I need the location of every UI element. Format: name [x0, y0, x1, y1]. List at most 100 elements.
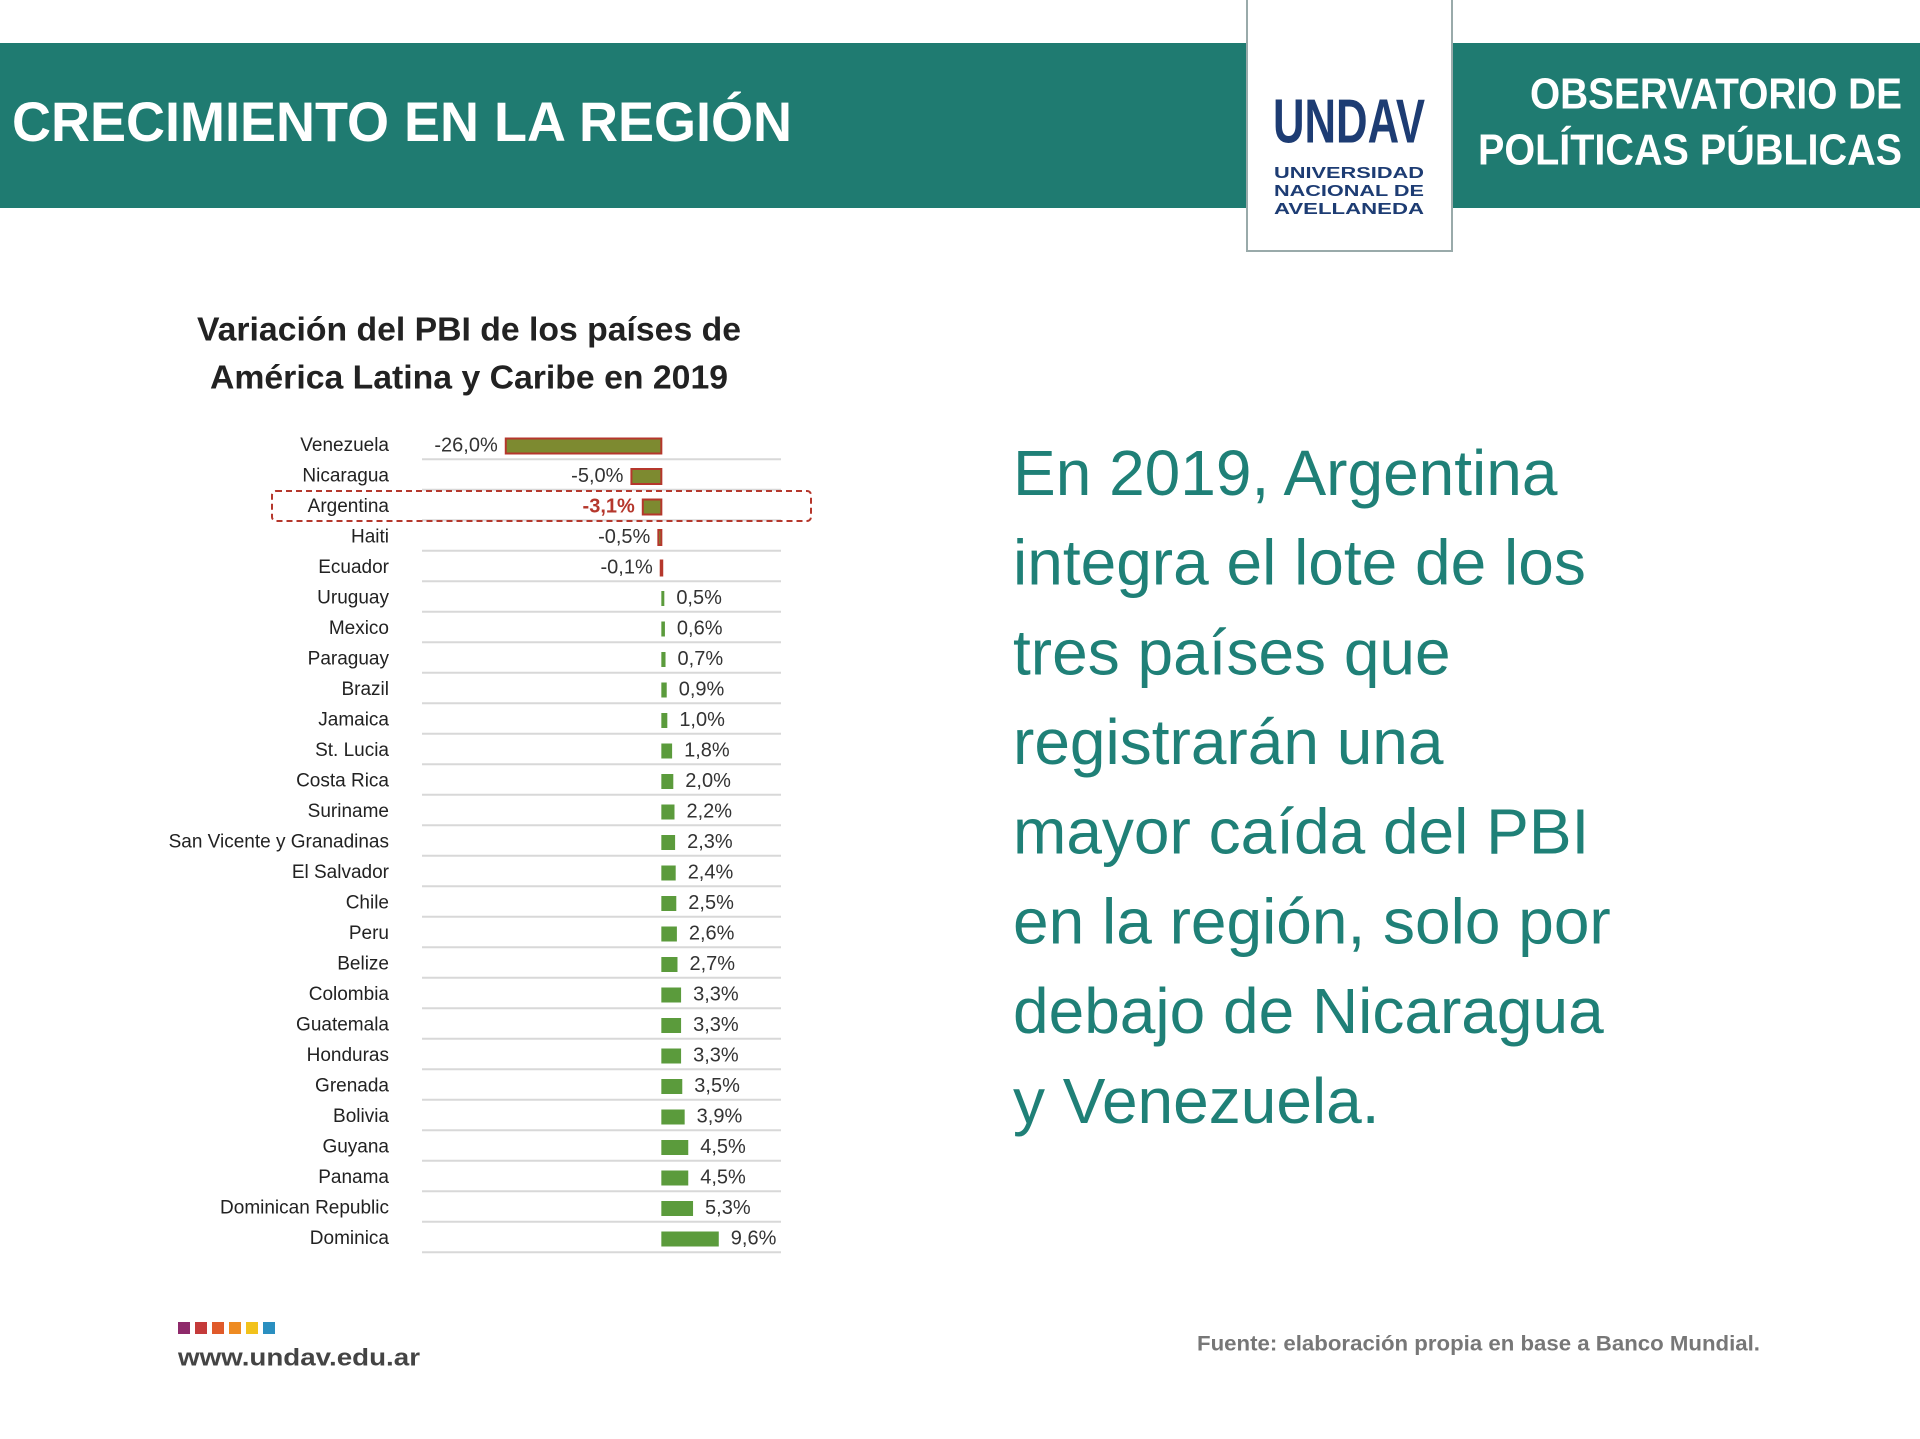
- body-line: debajo de Nicaragua: [1013, 975, 1604, 1047]
- logo-name: UNDAV: [1273, 87, 1425, 156]
- value-label: 3,3%: [693, 1014, 739, 1036]
- value-label: 2,0%: [685, 770, 731, 792]
- category-label: Nicaragua: [302, 466, 389, 487]
- value-label: 2,2%: [686, 800, 732, 822]
- color-dots: [178, 1322, 275, 1334]
- value-label: 9,6%: [731, 1227, 777, 1249]
- logo-line: UNIVERSIDAD: [1274, 165, 1424, 182]
- category-label: Paraguay: [308, 649, 390, 670]
- category-label: Chile: [346, 893, 389, 914]
- dot: [263, 1322, 275, 1334]
- bar: [661, 896, 677, 911]
- category-label: St. Lucia: [315, 740, 389, 761]
- category-label: Argentina: [308, 496, 390, 517]
- value-label: -0,5%: [598, 526, 650, 548]
- body-line: tres países que: [1013, 616, 1451, 688]
- bar: [661, 1048, 682, 1064]
- value-label: 0,6%: [677, 617, 723, 639]
- category-label: San Vicente y Granadinas: [169, 832, 389, 853]
- value-label: 4,5%: [700, 1136, 746, 1158]
- header-right-title: POLÍTICAS PÚBLICAS: [1478, 125, 1902, 175]
- value-label: 0,7%: [678, 648, 724, 670]
- value-label: 5,3%: [705, 1197, 751, 1219]
- bar: [661, 591, 665, 606]
- bar: [504, 437, 663, 455]
- body-line: integra el lote de los: [1013, 527, 1586, 599]
- value-label: -3,1%: [583, 495, 635, 517]
- value-label: 2,7%: [689, 953, 735, 975]
- bar: [641, 498, 663, 516]
- bar: [661, 682, 667, 698]
- value-label: 3,3%: [693, 983, 739, 1005]
- footer-source: Fuente: elaboración propia en base a Ban…: [1197, 1333, 1760, 1356]
- chart-title: Variación del PBI de los países de: [197, 311, 741, 348]
- value-label: 3,3%: [693, 1044, 739, 1066]
- bar: [661, 865, 676, 881]
- header-band: [0, 43, 1920, 208]
- category-label: Mexico: [329, 618, 389, 639]
- category-label: Guyana: [322, 1137, 389, 1158]
- category-label: El Salvador: [292, 862, 390, 883]
- bar: [661, 1140, 689, 1155]
- value-label: 1,8%: [684, 739, 730, 761]
- bar: [659, 559, 664, 577]
- dot: [195, 1322, 207, 1334]
- value-label: 3,9%: [697, 1105, 743, 1127]
- bar: [661, 743, 673, 759]
- category-label: Costa Rica: [296, 771, 389, 792]
- value-label: 0,9%: [679, 678, 725, 700]
- bar: [661, 713, 668, 728]
- logo-line: AVELLANEDA: [1274, 201, 1425, 218]
- footer-url: www.undav.edu.ar: [177, 1344, 420, 1371]
- dot: [246, 1322, 258, 1334]
- category-label: Belize: [337, 954, 389, 975]
- highlight-box: [271, 490, 812, 522]
- dot: [229, 1322, 241, 1334]
- body-line: en la región, solo por: [1013, 885, 1611, 957]
- category-label: Venezuela: [300, 435, 389, 456]
- bar: [661, 926, 677, 942]
- category-label: Guatemala: [296, 1015, 389, 1036]
- body-line: En 2019, Argentina: [1013, 437, 1558, 509]
- body-line: registrarán una: [1013, 706, 1444, 778]
- body-text: En 2019, Argentina integra el lote de los…: [1013, 437, 1611, 1137]
- value-label: 4,5%: [700, 1166, 746, 1188]
- category-label: Jamaica: [318, 710, 389, 731]
- value-label: 2,5%: [688, 892, 734, 914]
- body-line: y Venezuela.: [1013, 1065, 1380, 1137]
- category-label: Suriname: [308, 801, 389, 822]
- bar: [661, 835, 676, 850]
- value-label: 2,4%: [688, 861, 734, 883]
- value-label: -5,0%: [571, 465, 623, 487]
- bar: [661, 987, 682, 1003]
- bar: [661, 804, 675, 820]
- bar: [661, 1170, 689, 1186]
- category-label: Uruguay: [317, 588, 389, 609]
- logo-line: NACIONAL DE: [1274, 183, 1424, 200]
- body-line: mayor caída del PBI: [1013, 796, 1589, 868]
- bar: [630, 468, 663, 485]
- value-label: 0,5%: [676, 587, 722, 609]
- bar: [661, 1231, 719, 1247]
- bar: [661, 1201, 694, 1216]
- bar: [661, 1109, 685, 1125]
- bar: [661, 621, 665, 637]
- category-label: Haiti: [351, 527, 389, 548]
- category-label: Panama: [318, 1167, 389, 1188]
- bar: [661, 957, 678, 972]
- header-right-title: OBSERVATORIO DE: [1530, 70, 1902, 119]
- logo-box: [1246, 0, 1453, 252]
- value-label: 1,0%: [679, 709, 725, 731]
- bar: [661, 1079, 683, 1094]
- chart: Venezuela -26,0% Nicaragua -5,0% Argentina -3…: [169, 434, 812, 1254]
- category-label: Dominica: [310, 1228, 390, 1249]
- value-label: 2,3%: [687, 831, 733, 853]
- value-label: -26,0%: [434, 434, 498, 456]
- bar: [661, 652, 666, 667]
- header-title: CRECIMIENTO EN LA REGIÓN: [12, 90, 792, 153]
- value-label: -0,1%: [600, 556, 652, 578]
- category-label: Honduras: [307, 1045, 389, 1066]
- bar: [661, 774, 674, 789]
